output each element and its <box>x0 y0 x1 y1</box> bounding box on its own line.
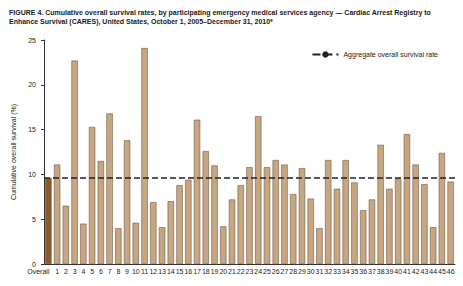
svg-text:31: 31 <box>316 268 324 275</box>
svg-text:17: 17 <box>193 268 201 275</box>
svg-text:16: 16 <box>184 268 192 275</box>
svg-text:0: 0 <box>32 261 36 268</box>
svg-text:43: 43 <box>420 268 428 275</box>
svg-text:22: 22 <box>237 268 245 275</box>
svg-text:20: 20 <box>219 268 227 275</box>
svg-text:10: 10 <box>28 171 36 178</box>
svg-text:15: 15 <box>28 126 36 133</box>
svg-text:28: 28 <box>289 268 297 275</box>
svg-text:26: 26 <box>272 268 280 275</box>
svg-text:30: 30 <box>307 268 315 275</box>
svg-text:44: 44 <box>429 268 437 275</box>
svg-text:Enhance Survival (CARES), Unit: Enhance Survival (CARES), United States,… <box>9 18 273 26</box>
svg-text:33: 33 <box>333 268 341 275</box>
svg-text:42: 42 <box>412 268 420 275</box>
svg-text:2: 2 <box>64 268 68 275</box>
svg-text:36: 36 <box>359 268 367 275</box>
svg-text:1: 1 <box>55 268 59 275</box>
svg-text:41: 41 <box>403 268 411 275</box>
svg-text:FIGURE 4. Cumulative overall s: FIGURE 4. Cumulative overall survival ra… <box>9 9 433 17</box>
svg-text:8: 8 <box>116 268 120 275</box>
svg-text:38: 38 <box>377 268 385 275</box>
svg-text:7: 7 <box>108 268 112 275</box>
svg-text:29: 29 <box>298 268 306 275</box>
svg-text:37: 37 <box>368 268 376 275</box>
svg-text:Aggregate overall survival rat: Aggregate overall survival rate <box>343 51 438 59</box>
svg-text:39: 39 <box>386 268 394 275</box>
svg-text:9: 9 <box>125 268 129 275</box>
svg-text:6: 6 <box>99 268 103 275</box>
svg-text:13: 13 <box>158 268 166 275</box>
svg-text:12: 12 <box>149 268 157 275</box>
svg-text:14: 14 <box>167 268 175 275</box>
svg-text:25: 25 <box>263 268 271 275</box>
svg-text:3: 3 <box>73 268 77 275</box>
svg-text:40: 40 <box>394 268 402 275</box>
svg-text:4: 4 <box>81 268 85 275</box>
svg-text:46: 46 <box>447 268 455 275</box>
svg-text:34: 34 <box>342 268 350 275</box>
svg-text:21: 21 <box>228 268 236 275</box>
svg-text:35: 35 <box>351 268 359 275</box>
svg-text:23: 23 <box>246 268 254 275</box>
svg-text:5: 5 <box>32 216 36 223</box>
svg-text:32: 32 <box>324 268 332 275</box>
svg-text:18: 18 <box>202 268 210 275</box>
svg-text:19: 19 <box>211 268 219 275</box>
svg-text:Overall: Overall <box>27 268 50 275</box>
svg-text:45: 45 <box>438 268 446 275</box>
svg-text:5: 5 <box>90 268 94 275</box>
svg-text:25: 25 <box>28 37 36 44</box>
svg-text:15: 15 <box>176 268 184 275</box>
svg-text:20: 20 <box>28 81 36 88</box>
svg-text:11: 11 <box>141 268 148 275</box>
svg-text:27: 27 <box>281 268 289 275</box>
svg-text:Cumulative overall survival (%: Cumulative overall survival (%) <box>10 104 18 200</box>
svg-text:24: 24 <box>254 268 262 275</box>
svg-text:10: 10 <box>132 268 140 275</box>
